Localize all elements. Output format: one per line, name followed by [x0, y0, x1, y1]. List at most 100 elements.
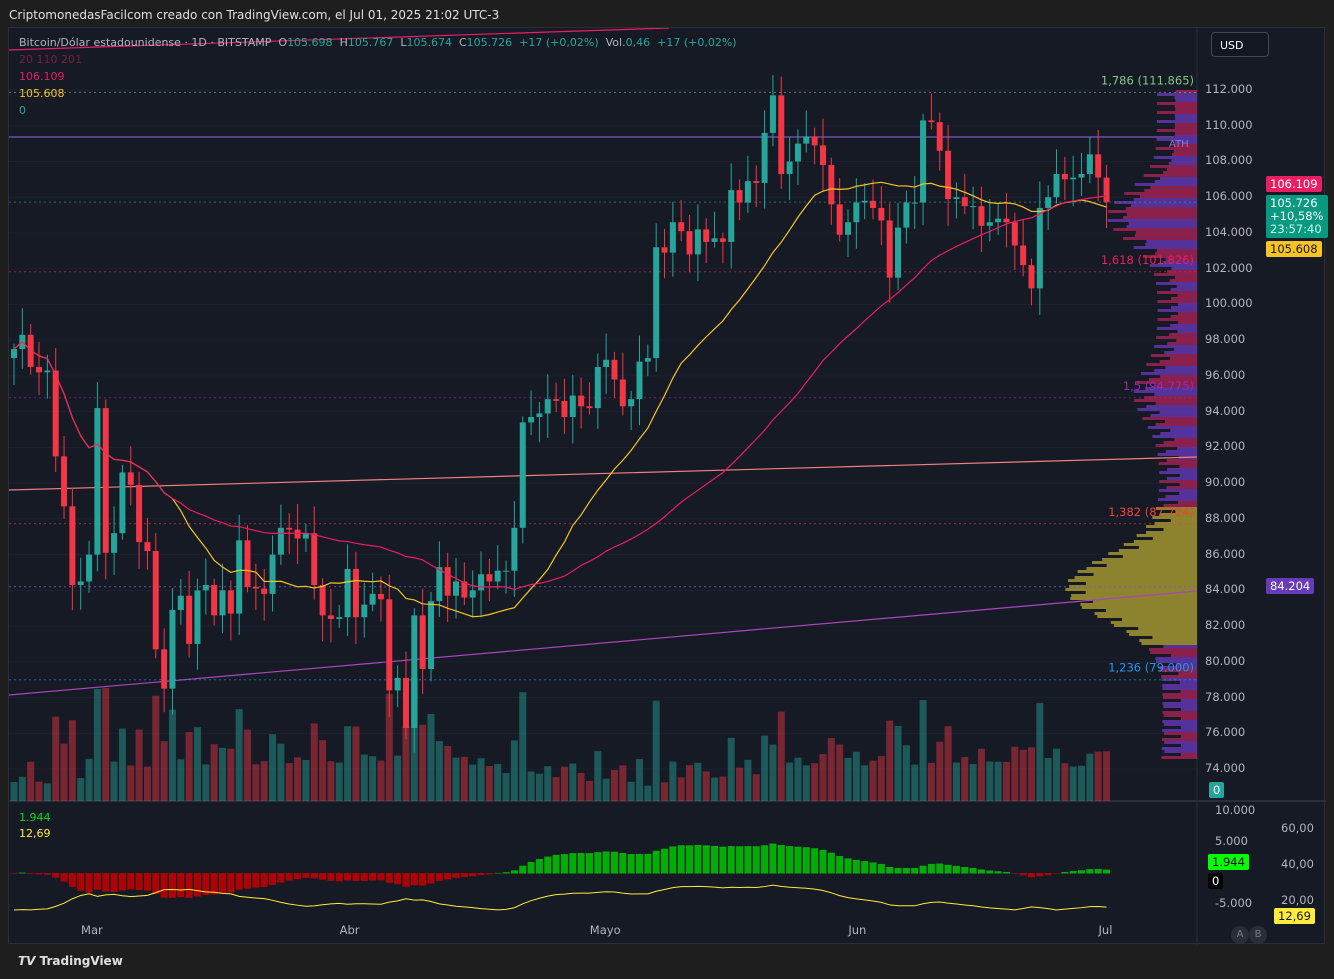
volume-bar: [1027, 747, 1035, 801]
candle-body: [244, 540, 251, 587]
oscillator-bar: [402, 873, 410, 887]
symbol-name[interactable]: Bitcoin/Dólar estadounidense · 1D · BITS…: [19, 36, 272, 49]
oscillator-bar: [585, 853, 593, 874]
volume-profile-bar: [1147, 426, 1197, 429]
oscillator-bar: [193, 873, 201, 897]
candle-body: [728, 190, 735, 242]
candle-body: [11, 349, 17, 359]
volume-bar: [1044, 758, 1052, 801]
volume-bar: [302, 759, 310, 801]
volume-profile-bar: [1139, 639, 1197, 642]
volume-bar: [285, 763, 293, 801]
chart-pane[interactable]: 1,786 (111.865) 1,618 (101.826) 1,5 (94.77…: [8, 27, 1328, 945]
volume-profile-bar: [1177, 294, 1197, 297]
oscillator-bar: [185, 873, 193, 898]
candle-body: [144, 542, 151, 552]
volume-bar: [644, 785, 652, 801]
volume-bar: [235, 709, 243, 801]
volume-profile-bar: [1175, 90, 1197, 93]
oscillator-bar: [1027, 873, 1035, 878]
ma-slow-value: 106.109: [19, 70, 65, 83]
osc-a-value-tag: 1.944: [1208, 854, 1249, 870]
volume-bar: [77, 778, 85, 801]
oscillator-bar: [569, 853, 577, 874]
volume-bar: [85, 758, 93, 801]
candle-body: [461, 581, 468, 598]
candle-body: [386, 599, 393, 691]
volume-profile-bar: [1180, 735, 1197, 738]
volume-bar: [327, 761, 335, 801]
volume-bar: [193, 727, 201, 801]
volume-profile-bar: [1157, 327, 1197, 330]
volume-bar: [802, 765, 810, 801]
candle-body: [61, 456, 68, 507]
volume-profile-bar: [1141, 372, 1197, 375]
volume-profile-bar: [1162, 261, 1197, 264]
oscillator-bar: [35, 873, 43, 875]
volume-bar: [711, 777, 719, 801]
volume-profile-bar: [1141, 642, 1197, 645]
trendline-support: [9, 590, 1198, 696]
price-tick: 96.000: [1205, 367, 1246, 382]
chart-header: CriptomonedasFacilcom creado con Trading…: [0, 0, 1334, 26]
oscillator-bar: [1078, 870, 1086, 874]
oscillator-bar: [769, 843, 777, 874]
candle-body: [661, 247, 668, 253]
price-chart[interactable]: 1,786 (111.865) 1,618 (101.826) 1,5 (94.77…: [9, 28, 1326, 945]
volume-profile-bar: [1080, 603, 1197, 606]
oscillator-bar: [761, 845, 769, 874]
scale-b-button[interactable]: B: [1249, 926, 1267, 944]
volume-profile-bar: [1162, 693, 1197, 696]
oscillator-bar: [385, 873, 393, 883]
osc-a-tick: -5.000: [1215, 896, 1253, 910]
volume-profile-bar: [1150, 651, 1197, 654]
osc-legend-b: 12,69: [19, 827, 51, 840]
volume-bar: [761, 735, 769, 801]
volume-profile-bar: [1097, 615, 1197, 618]
candle-body: [202, 584, 209, 591]
volume-bar: [93, 688, 101, 801]
candle-body: [845, 222, 851, 235]
volume-bar: [610, 769, 618, 801]
volume-profile-bar: [1179, 483, 1197, 486]
candle-body: [528, 417, 535, 423]
volume-bar: [18, 776, 26, 801]
volume-profile-bar: [1126, 213, 1197, 216]
oscillator-line: [13, 884, 1107, 911]
volume-profile-bar: [1180, 699, 1197, 702]
osc-legend-a: 1.944: [19, 811, 51, 824]
oscillator-bar: [627, 854, 635, 874]
volume-profile-bar: [1171, 159, 1197, 162]
volume-bar: [219, 747, 226, 801]
tradingview-logo[interactable]: 𝙏𝙑 TradingView: [18, 954, 123, 968]
candle-body: [803, 136, 810, 144]
oscillator-bar: [719, 846, 727, 874]
volume-bar: [494, 763, 502, 801]
candle-body: [1045, 197, 1052, 208]
volume-profile-bar: [1174, 276, 1197, 279]
volume-profile-bar: [1123, 543, 1197, 546]
volume-profile-bar: [1074, 576, 1197, 579]
volume-profile-bar: [1128, 222, 1197, 225]
volume-profile-bar: [1146, 525, 1197, 528]
oscillator-bar: [927, 863, 935, 874]
volume-bar: [1078, 765, 1086, 801]
scale-a-button[interactable]: A: [1231, 926, 1249, 944]
volume-profile-bar: [1122, 237, 1197, 240]
volume-bar: [1094, 751, 1102, 801]
bar-countdown: 23:57:40: [1270, 222, 1322, 236]
fib-level-label: 1,236 (79.000): [1108, 661, 1194, 675]
candle-body: [1003, 218, 1010, 223]
currency-button[interactable]: USD: [1211, 32, 1269, 57]
volume-change: +17 (+0,02%): [657, 36, 737, 49]
volume-profile-bar: [1085, 582, 1197, 585]
candle-body: [428, 601, 434, 669]
volume-profile-bar: [1173, 144, 1197, 147]
volume-profile-bar: [1177, 447, 1197, 450]
volume-bar: [877, 756, 885, 801]
volume-bar: [502, 773, 510, 801]
fib-level-label: 1,618 (101.826): [1101, 253, 1194, 267]
candle-body: [995, 218, 1002, 223]
volume-bar: [1053, 748, 1060, 801]
candle-body: [219, 590, 226, 616]
